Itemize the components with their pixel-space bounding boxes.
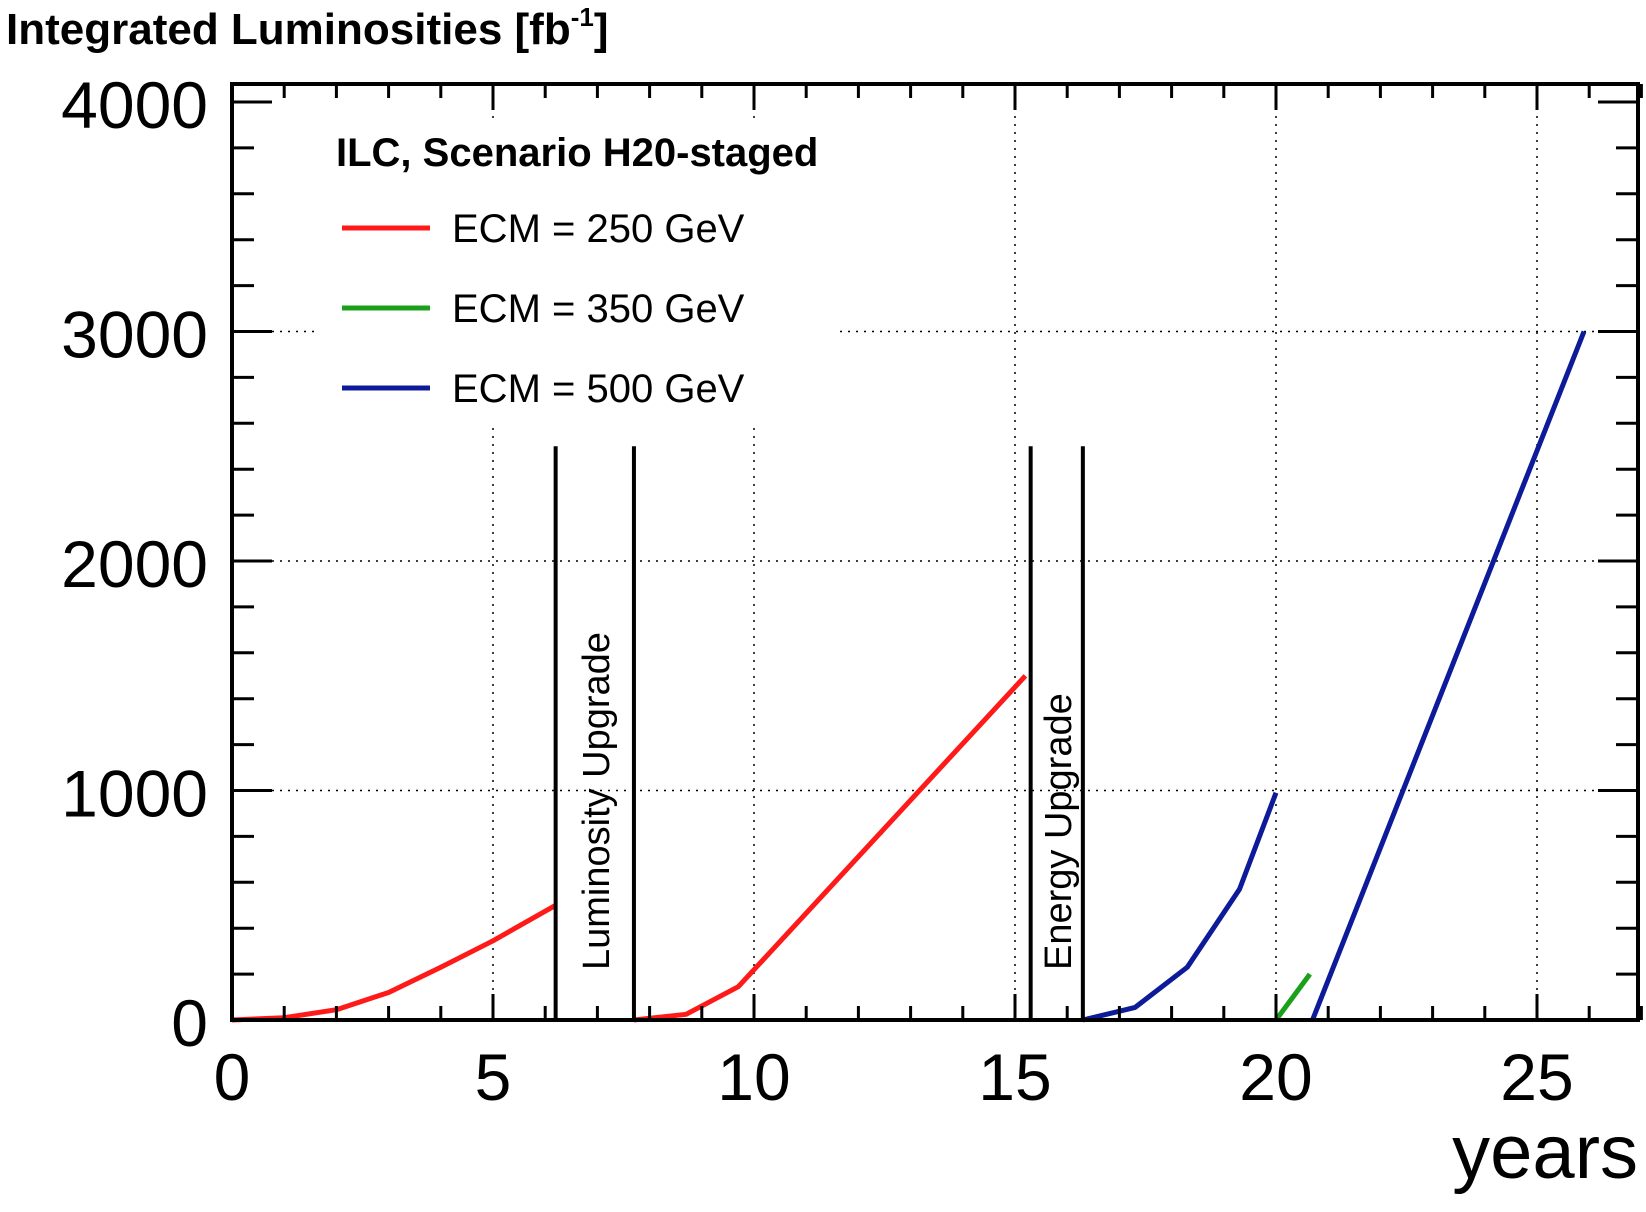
legend-entry-label: ECM = 250 GeV: [452, 207, 745, 251]
plot-border: [230, 82, 1640, 1022]
plot-frame: [230, 82, 1643, 1022]
y-tick-label: 2000: [61, 527, 208, 601]
x-tick-label: 15: [978, 1040, 1051, 1114]
legend-background: [318, 118, 838, 428]
y-tick-label: 1000: [61, 757, 208, 831]
y-tick-label: 3000: [61, 298, 208, 372]
y-tick-label: 4000: [61, 68, 208, 142]
upgrade-label: Energy Upgrade: [1038, 693, 1080, 970]
legend-title: ILC, Scenario H20-staged: [336, 131, 818, 175]
x-tick-label: 10: [717, 1040, 790, 1114]
x-axis-label: years: [1452, 1110, 1638, 1195]
legend-entry-label: ECM = 500 GeV: [452, 367, 745, 411]
x-tick-label: 20: [1239, 1040, 1312, 1114]
series-line-2-segment-1: [1273, 972, 1312, 1022]
chart-title-main: Integrated Luminosities [fb: [6, 5, 571, 54]
series-line-3-segment-2: [1310, 330, 1587, 1021]
legend: ILC, Scenario H20-staged ECM = 250 GeV ECM…: [336, 131, 818, 411]
chart-title-superscript: -1: [571, 2, 594, 32]
chart-title-close: ]: [594, 5, 609, 54]
legend-entry-label: ECM = 350 GeV: [452, 287, 745, 331]
upgrade-label: Luminosity Upgrade: [576, 632, 618, 970]
series-line-3-segment-1: [1082, 791, 1279, 1023]
legend-box: [318, 118, 838, 428]
y-tick-label: 0: [171, 986, 208, 1060]
series-line-1-segment-1: [231, 903, 557, 1023]
series-lines: [231, 330, 1587, 1023]
axis-labels: 0 5 10 15 20 25 0 1000 2000 3000 4000 years: [61, 68, 1638, 1195]
chart-title: Integrated Luminosities [fb-1]: [6, 2, 608, 54]
series-line-1-segment-2: [633, 674, 1028, 1023]
x-tick-label: 0: [214, 1040, 251, 1114]
upgrade-annotations: Luminosity Upgrade Energy Upgrade: [553, 446, 1085, 1020]
x-tick-label: 25: [1500, 1040, 1573, 1114]
x-tick-label: 5: [475, 1040, 512, 1114]
